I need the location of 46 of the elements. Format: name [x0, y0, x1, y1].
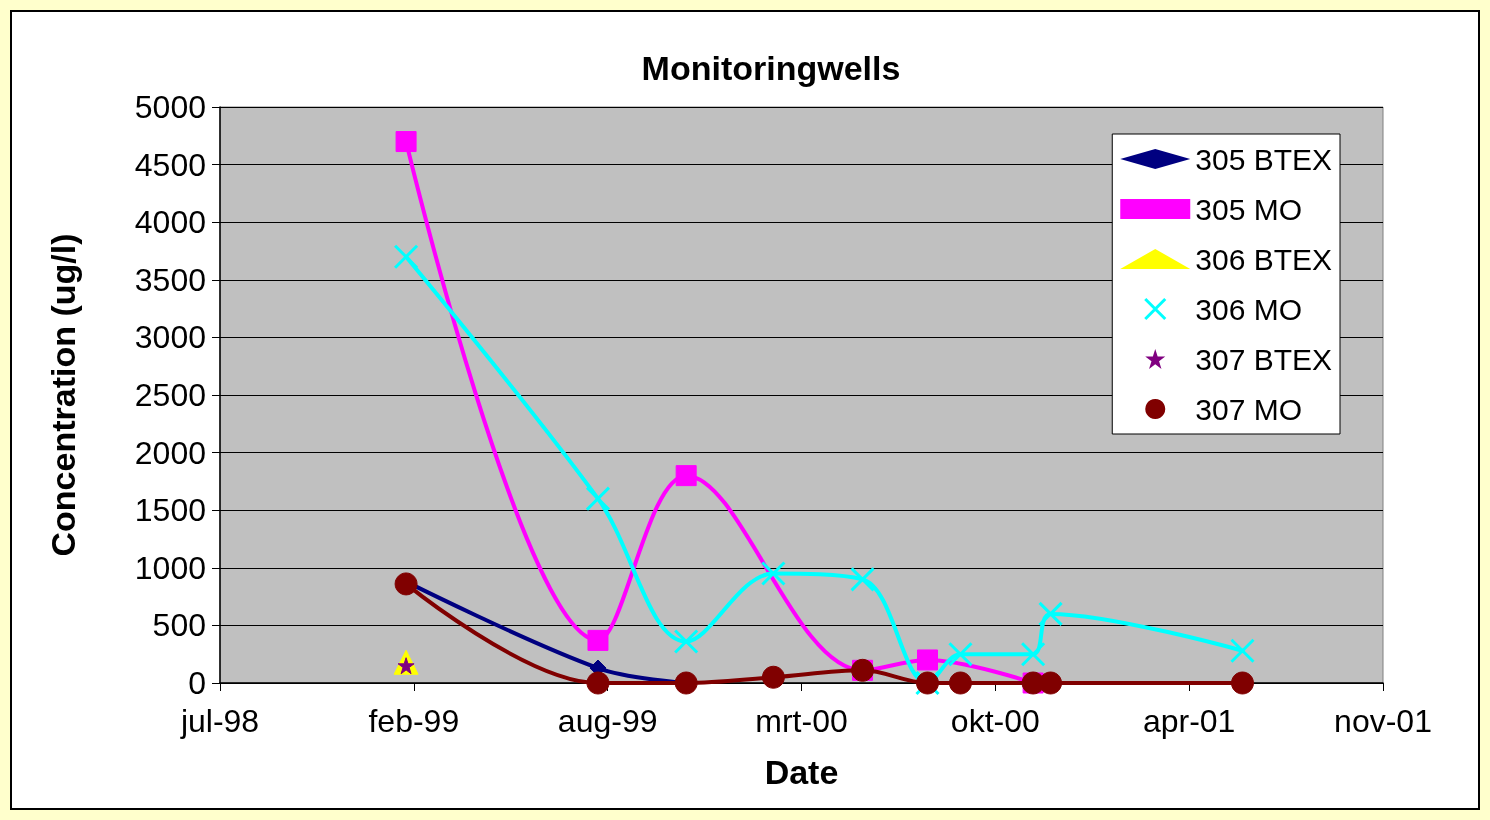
- y-tick-label: 1000: [134, 549, 206, 586]
- y-tick-label: 2000: [134, 434, 206, 471]
- point: [1229, 638, 1255, 664]
- point: [393, 244, 419, 270]
- point: [916, 649, 938, 671]
- point: [585, 486, 611, 512]
- legend-label: 307 BTEX: [1195, 342, 1333, 376]
- point: [760, 561, 786, 587]
- point: [1020, 641, 1046, 667]
- point: [586, 671, 610, 695]
- x-tick-label: jul-98: [179, 703, 260, 739]
- point: [761, 665, 785, 689]
- y-tick-label: 2500: [134, 377, 206, 413]
- y-tick-label: 3500: [134, 261, 206, 298]
- y-tick-label: 3000: [134, 319, 206, 356]
- y-axis-title: Concentration (ug/l): [44, 233, 82, 557]
- chart-title: Monitoringwells: [641, 49, 901, 87]
- point: [947, 641, 973, 667]
- legend-label: 305 BTEX: [1195, 142, 1333, 176]
- y-tick-label: 1500: [134, 492, 206, 529]
- point: [675, 465, 697, 487]
- x-tick-label: mrt-00: [755, 703, 848, 739]
- point: [587, 629, 609, 651]
- point: [395, 131, 417, 153]
- x-tick-label: aug-99: [557, 703, 658, 739]
- legend-label: 305 MO: [1195, 192, 1302, 226]
- x-tick-label: okt-00: [950, 703, 1040, 739]
- x-tick-label: apr-01: [1142, 703, 1236, 739]
- y-tick-label: 0: [188, 665, 206, 701]
- point: [948, 671, 972, 695]
- point: [673, 629, 699, 655]
- y-tick-label: 5000: [134, 89, 206, 125]
- point: [1230, 671, 1254, 695]
- y-tick-label: 4500: [134, 146, 206, 183]
- y-tick-label: 500: [152, 607, 206, 644]
- y-tick-label: 4000: [134, 204, 206, 241]
- point: [1039, 671, 1063, 695]
- point: [394, 572, 418, 596]
- point: [850, 566, 876, 592]
- legend-label: 307 MO: [1195, 392, 1302, 426]
- x-tick-label: feb-99: [368, 703, 460, 739]
- point: [1038, 601, 1064, 627]
- x-tick-label: nov-01: [1334, 703, 1432, 739]
- legend-label: 306 MO: [1195, 292, 1302, 326]
- x-axis-title: Date: [764, 753, 839, 791]
- legend-label: 306 BTEX: [1195, 242, 1333, 276]
